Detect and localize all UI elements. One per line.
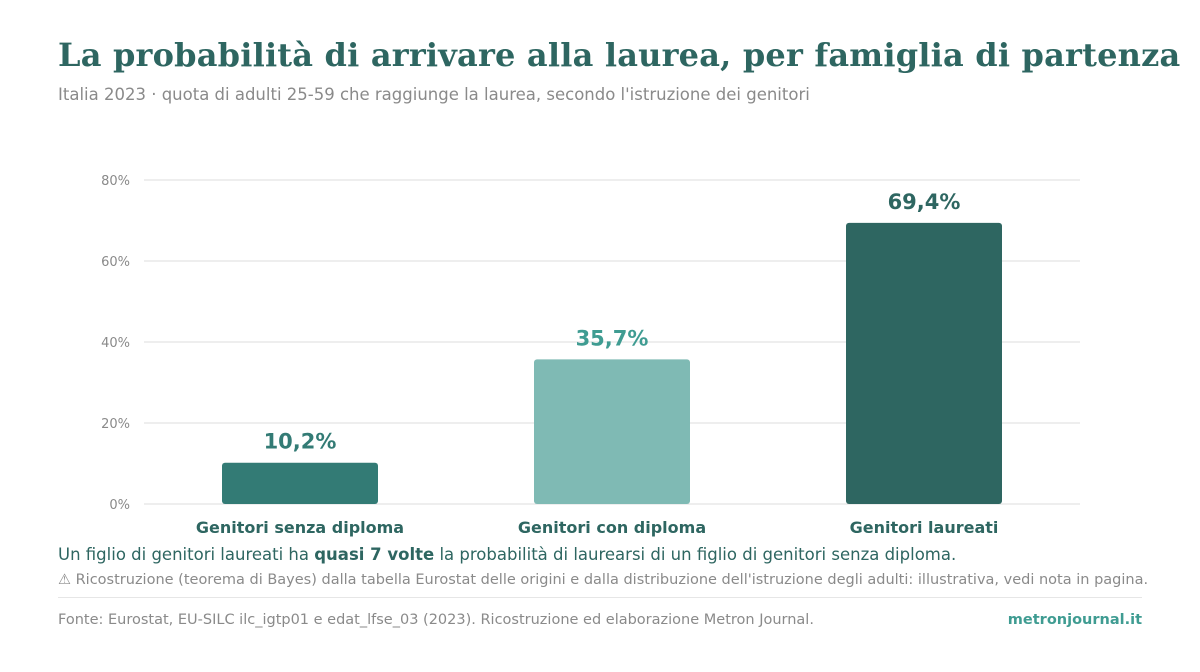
y-tick-label: 40% (101, 336, 130, 351)
y-tick-label: 60% (101, 255, 130, 270)
chart-subtitle: Italia 2023 · quota di adulti 25-59 che … (58, 85, 810, 104)
takeaway-text: Un figlio di genitori laureati ha quasi … (58, 545, 956, 564)
bar (534, 359, 690, 504)
takeaway-emphasis: quasi 7 volte (314, 545, 435, 564)
footer-divider (58, 597, 1142, 598)
source-text: Fonte: Eurostat, EU-SILC ilc_igtp01 e ed… (58, 612, 814, 628)
bars (222, 222, 1002, 504)
value-label: 35,7% (576, 326, 649, 350)
bar-chart: 0% 20% 40% 60% 80% 10,2% 35,7% 69,4% Genitori … (101, 174, 1080, 537)
chart-title: La probabilità di arrivare alla laurea, … (58, 36, 1181, 74)
bar (222, 462, 378, 504)
y-axis-ticks: 0% 20% 40% 60% 80% (101, 174, 130, 513)
y-tick-label: 80% (101, 174, 130, 189)
y-tick-label: 0% (109, 498, 130, 513)
category-label: Genitori laureati (850, 518, 999, 537)
category-labels: Genitori senza diploma Genitori con diplo… (196, 518, 999, 537)
category-label: Genitori senza diploma (196, 518, 404, 537)
bar (846, 222, 1002, 504)
y-tick-label: 20% (101, 417, 130, 432)
brand-link[interactable]: metronjournal.it (1007, 612, 1142, 628)
value-label: 10,2% (264, 430, 337, 454)
value-labels: 10,2% 35,7% 69,4% (264, 190, 961, 454)
methodology-note: ⚠ Ricostruzione (teorema di Bayes) dalla… (58, 572, 1149, 588)
takeaway-after: la probabilità di laurearsi di un figlio… (434, 545, 957, 564)
value-label: 69,4% (888, 190, 961, 214)
takeaway-before: Un figlio di genitori laureati ha (58, 545, 315, 564)
category-label: Genitori con diploma (518, 518, 706, 537)
